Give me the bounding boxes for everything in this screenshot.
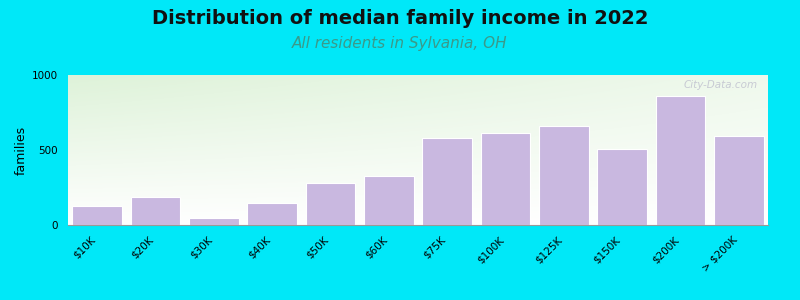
Bar: [364, 176, 414, 225]
Bar: [306, 183, 355, 225]
Bar: [598, 148, 647, 225]
Bar: [72, 206, 122, 225]
Bar: [481, 133, 530, 225]
Y-axis label: families: families: [15, 125, 28, 175]
Bar: [247, 202, 297, 225]
Bar: [189, 218, 238, 225]
Text: All residents in Sylvania, OH: All residents in Sylvania, OH: [292, 36, 508, 51]
Bar: [539, 126, 589, 225]
Bar: [714, 136, 764, 225]
Bar: [422, 138, 472, 225]
Bar: [130, 197, 180, 225]
Text: City-Data.com: City-Data.com: [683, 80, 758, 89]
Bar: [656, 96, 706, 225]
Text: Distribution of median family income in 2022: Distribution of median family income in …: [152, 9, 648, 28]
